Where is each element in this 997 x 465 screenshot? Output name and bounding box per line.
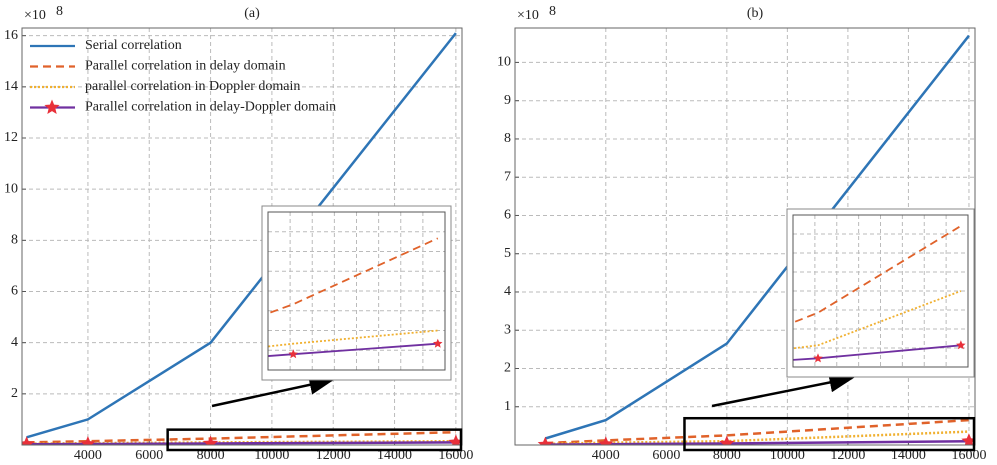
zoom-box: [683, 416, 976, 452]
y-offset-exponent: 8: [56, 4, 63, 19]
legend-label: parallel correlation in Doppler domain: [85, 79, 300, 94]
y-tick-label: 4: [504, 284, 511, 299]
series-line: [268, 329, 438, 348]
series-line: [793, 290, 962, 350]
zoom-arrow: [711, 372, 855, 408]
x-tick-label: 8000: [713, 448, 741, 463]
star-marker: [956, 340, 966, 350]
star-marker: [22, 436, 35, 445]
y-tick-label: 10: [4, 181, 18, 196]
x-tick-label: 16000: [951, 448, 986, 463]
zoom-box: [166, 428, 463, 452]
y-tick-label: 3: [504, 322, 511, 337]
series-line: [26, 32, 457, 439]
y-offset-label: ×10: [517, 8, 539, 23]
star-marker: [961, 433, 975, 445]
series-line: [793, 225, 962, 324]
x-tick-label: 6000: [652, 448, 680, 463]
y-tick-label: 9: [504, 93, 511, 108]
series-line: [545, 430, 969, 445]
series-line: [544, 34, 970, 440]
series-line: [268, 342, 438, 357]
legend-label: Parallel correlation in delay domain: [85, 59, 286, 74]
chart-title: (a): [244, 6, 260, 21]
star-marker: [448, 434, 462, 445]
star-marker: [288, 349, 298, 359]
star-marker: [537, 436, 553, 445]
x-tick-label: 4000: [74, 448, 102, 463]
legend-label: Parallel correlation in delay-Doppler do…: [85, 100, 336, 115]
star-marker: [719, 435, 735, 445]
y-tick-label: 7: [504, 169, 511, 184]
y-tick-label: 12: [4, 130, 18, 145]
x-tick-label: 12000: [830, 448, 865, 463]
axes-frame: [21, 27, 463, 446]
series-line: [545, 439, 969, 445]
axes-frame: [514, 27, 976, 446]
x-tick-label: 8000: [197, 448, 225, 463]
star-marker: [80, 436, 96, 445]
chart-title: (b): [747, 6, 764, 21]
y-tick-label: 16: [4, 28, 18, 43]
x-tick-label: 10000: [254, 448, 289, 463]
x-tick-label: 10000: [770, 448, 805, 463]
inset-series-group: [793, 225, 966, 363]
y-offset-exponent: 8: [549, 4, 556, 19]
star-marker: [203, 435, 219, 445]
star-marker: [433, 338, 443, 348]
y-tick-label: 4: [11, 335, 18, 350]
y-tick-label: 14: [4, 79, 18, 94]
y-tick-label: 10: [497, 55, 511, 70]
y-tick-label: 2: [11, 386, 18, 401]
inset-series-group: [268, 237, 443, 359]
y-tick-label: 1: [504, 399, 511, 414]
series-line: [545, 418, 969, 445]
star-marker: [598, 436, 614, 445]
x-tick-label: 6000: [135, 448, 163, 463]
series-line: [26, 441, 456, 445]
x-tick-label: 4000: [592, 448, 620, 463]
y-offset-label: ×10: [24, 8, 46, 23]
y-tick-label: 6: [11, 284, 18, 299]
inset-frame: [792, 214, 969, 368]
y-tick-label: 5: [504, 246, 511, 261]
inset-frame: [267, 211, 446, 371]
x-tick-label: 12000: [316, 448, 351, 463]
series-group: [22, 32, 462, 445]
legend-label: Serial correlation: [85, 38, 182, 53]
x-tick-label: 16000: [438, 448, 473, 463]
y-tick-label: 2: [504, 361, 511, 376]
zoom-arrow: [211, 374, 335, 408]
x-tick-label: 14000: [377, 448, 412, 463]
series-line: [793, 344, 961, 361]
y-tick-label: 6: [504, 208, 511, 223]
series-line: [26, 430, 456, 444]
y-tick-label: 8: [504, 131, 511, 146]
series-group: [537, 34, 975, 445]
x-tick-label: 14000: [891, 448, 926, 463]
legend-star: [44, 99, 60, 114]
star-marker: [813, 353, 823, 363]
y-tick-label: 8: [11, 233, 18, 248]
